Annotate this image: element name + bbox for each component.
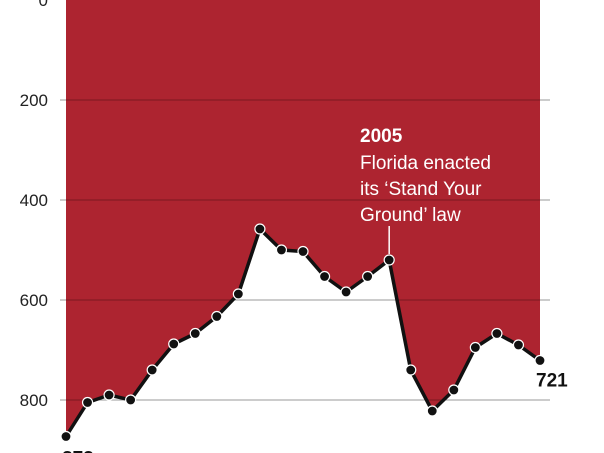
data-point-9 [254, 223, 266, 235]
data-point-13 [340, 286, 352, 298]
grid-layer [60, 99, 550, 401]
annotation-text-line-3: Ground’ law [360, 205, 461, 226]
y-tick-label-600: 600 [20, 291, 48, 310]
y-axis-ticks: 0 200 400 600 800 [20, 0, 48, 410]
data-point-11 [297, 245, 309, 258]
data-point-15 [383, 254, 395, 266]
annotation-year: 2005 [360, 126, 403, 147]
data-point-18 [448, 384, 460, 396]
area-fill [66, 0, 540, 437]
y-tick-label-400: 400 [20, 191, 48, 210]
data-point-17 [426, 405, 438, 417]
data-point-19 [469, 341, 481, 354]
data-point-6 [189, 327, 201, 340]
data-point-0 [60, 430, 72, 443]
data-point-7 [211, 310, 223, 323]
first-value-label: 873 [62, 449, 94, 453]
data-points [60, 223, 546, 443]
data-point-1 [81, 396, 94, 409]
data-point-12 [318, 270, 331, 283]
last-value-label: 721 [536, 371, 568, 392]
data-point-8 [232, 288, 244, 300]
data-point-22 [534, 354, 546, 367]
y-tick-label-0: 0 [39, 0, 48, 10]
data-point-14 [362, 270, 374, 283]
data-point-20 [491, 327, 503, 340]
data-point-21 [512, 339, 525, 351]
y-tick-label-800: 800 [20, 391, 48, 410]
data-point-4 [146, 364, 158, 376]
data-point-2 [103, 389, 115, 401]
data-point-10 [275, 244, 288, 256]
data-point-16 [405, 364, 417, 376]
y-tick-label-200: 200 [20, 91, 48, 110]
annotation-text-line-1: Florida enacted [360, 153, 491, 174]
data-point-5 [168, 338, 180, 350]
annotation-text-line-2: its ‘Stand Your [360, 179, 482, 200]
annotation-2005: 2005 Florida enacted its ‘Stand Your Gro… [360, 126, 491, 254]
data-point-3 [125, 394, 137, 406]
fill-layer [66, 0, 540, 437]
